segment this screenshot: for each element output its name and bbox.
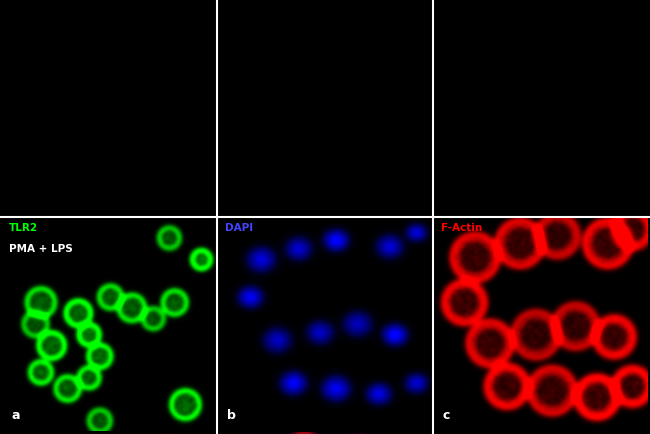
Text: DAPI: DAPI — [225, 223, 253, 233]
Text: PMA + LPS: PMA + LPS — [9, 244, 73, 254]
Text: F-Actin: F-Actin — [441, 223, 482, 233]
Text: c: c — [443, 409, 450, 422]
Text: a: a — [11, 409, 20, 422]
Text: b: b — [227, 409, 236, 422]
Text: TLR2: TLR2 — [9, 223, 38, 233]
